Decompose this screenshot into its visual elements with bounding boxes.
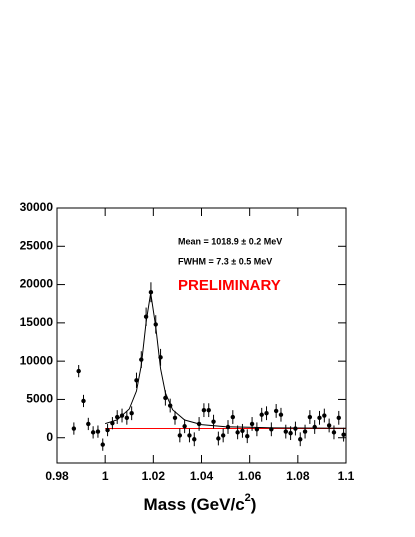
data-point xyxy=(95,429,101,434)
x-tick-label: 1.1 xyxy=(338,469,355,483)
data-point xyxy=(192,437,197,442)
data-point xyxy=(235,430,240,435)
x-tick-label: 1.02 xyxy=(142,469,166,483)
data-point xyxy=(298,437,303,442)
data-point xyxy=(110,420,115,426)
x-tick-label: 1.08 xyxy=(286,469,310,483)
data-point xyxy=(317,415,322,421)
x-tick-label: 1.04 xyxy=(190,469,214,483)
data-point xyxy=(245,433,250,439)
data-point xyxy=(336,415,341,421)
data-point xyxy=(331,430,337,435)
data-point xyxy=(201,407,207,413)
data-point xyxy=(283,429,288,434)
x-tick-label: 1.06 xyxy=(238,469,262,483)
data-point xyxy=(225,424,231,430)
data-point xyxy=(153,322,158,327)
x-tick-label: 0.98 xyxy=(45,469,69,483)
data-point xyxy=(81,398,86,404)
data-point xyxy=(90,430,96,435)
y-tick-label: 20000 xyxy=(20,277,54,291)
data-point xyxy=(293,426,298,431)
data-point xyxy=(326,423,332,428)
data-point xyxy=(206,407,211,413)
y-tick-label: 30000 xyxy=(20,200,54,214)
x-axis-label: Mass (GeV/c2) xyxy=(144,492,257,515)
data-point xyxy=(105,427,110,433)
data-point xyxy=(259,412,264,417)
data-point xyxy=(182,424,187,429)
data-point xyxy=(139,357,144,362)
data-point xyxy=(124,415,130,421)
y-tick-label: 0 xyxy=(46,430,53,444)
data-point xyxy=(249,421,255,427)
x-label-sup: 2 xyxy=(245,492,251,504)
data-point xyxy=(172,415,178,421)
preliminary-label: PRELIMINARY xyxy=(178,277,281,294)
data-point xyxy=(302,429,308,434)
y-tick-label: 5000 xyxy=(26,392,53,406)
data-point xyxy=(158,355,163,360)
data-point xyxy=(254,427,260,432)
data-point xyxy=(167,403,173,408)
data-point xyxy=(341,432,346,437)
data-point xyxy=(264,411,269,416)
data-point xyxy=(100,442,105,447)
data-point xyxy=(196,421,202,427)
data-point xyxy=(71,426,77,431)
data-point xyxy=(187,433,192,438)
fwhm-annotation: FWHM = 7.3 ± 0.5 MeV xyxy=(178,256,272,266)
data-point xyxy=(288,430,293,436)
y-tick-label: 25000 xyxy=(20,238,54,252)
data-point xyxy=(269,427,274,432)
data-point xyxy=(143,314,149,319)
data-point xyxy=(115,414,120,420)
data-point xyxy=(86,421,91,427)
data-point xyxy=(134,378,139,383)
data-point xyxy=(163,395,168,401)
x-tick-label: 1 xyxy=(102,469,109,483)
data-point xyxy=(216,436,221,441)
data-point xyxy=(119,413,125,418)
y-tick-label: 10000 xyxy=(20,353,54,367)
data-point xyxy=(148,290,154,295)
data-point xyxy=(76,368,81,374)
y-tick-label: 15000 xyxy=(20,315,54,329)
x-label-end: ) xyxy=(251,495,257,514)
data-point xyxy=(322,413,327,418)
mean-annotation: Mean = 1018.9 ± 0.2 MeV xyxy=(178,236,282,246)
data-point xyxy=(273,408,279,414)
data-point xyxy=(220,433,226,438)
data-point xyxy=(240,428,245,434)
data-point xyxy=(129,411,134,416)
data-point xyxy=(177,433,183,438)
data-point xyxy=(278,412,284,417)
data-point xyxy=(230,414,236,420)
x-label-text: Mass (GeV/c xyxy=(144,495,245,514)
data-point xyxy=(211,419,216,424)
data-point xyxy=(307,414,313,420)
data-point xyxy=(312,424,317,430)
